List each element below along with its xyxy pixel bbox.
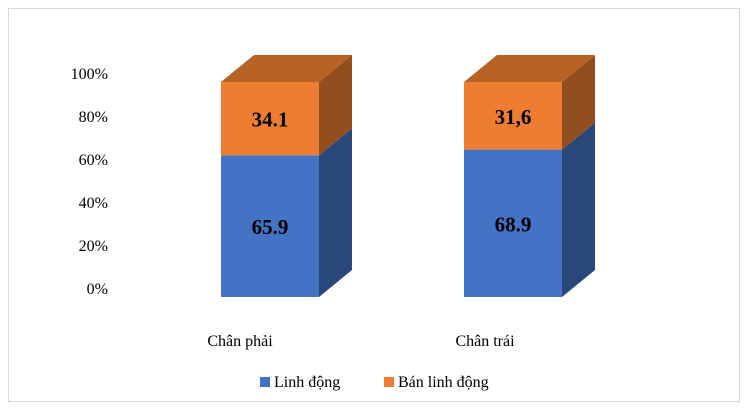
bar-front-face <box>221 155 319 297</box>
legend-swatch <box>260 377 270 387</box>
y-tick-label: 100% <box>71 66 108 83</box>
bar-segment: 31,6 <box>464 55 595 150</box>
y-tick-label: 60% <box>79 152 108 169</box>
bar-front-face <box>221 82 319 156</box>
legend-item: Bán linh động <box>384 374 489 391</box>
bar-segment: 34.1 <box>221 55 352 156</box>
bar-segment: 68.9 <box>464 122 595 297</box>
bar-side-face <box>319 128 352 297</box>
x-axis-categories: Chân phải Chân trái <box>207 333 515 350</box>
y-tick-label: 40% <box>79 195 108 212</box>
legend-label: Linh động <box>274 374 340 391</box>
legend-label: Bán linh động <box>398 374 489 391</box>
bar-side-face <box>562 55 595 150</box>
legend-item: Linh động <box>260 374 340 391</box>
bar-side-face <box>319 55 352 156</box>
legend-swatch <box>384 377 394 387</box>
data-label: 68.9 <box>495 212 532 236</box>
y-tick-label: 0% <box>87 281 108 298</box>
bar-front-face <box>464 149 562 297</box>
data-label: 34.1 <box>252 108 289 132</box>
category-label: Chân phải <box>207 333 273 350</box>
bar-side-face <box>562 122 595 297</box>
data-label: 31,6 <box>495 105 532 129</box>
bar-top-face <box>221 55 352 82</box>
category-label: Chân trái <box>455 333 515 350</box>
y-axis-ticks: 0% 20% 40% 60% 80% 100% <box>71 66 108 298</box>
bars: 65.9 34.1 68.9 31,6 <box>221 55 595 297</box>
y-tick-label: 20% <box>79 238 108 255</box>
bar-front-face <box>464 82 562 150</box>
legend: Linh động Bán linh động <box>260 374 489 391</box>
bar-top-face <box>464 55 595 82</box>
y-tick-label: 80% <box>79 109 108 126</box>
bar-segment: 65.9 <box>221 128 352 297</box>
data-label: 65.9 <box>252 215 289 239</box>
chart-frame <box>8 8 740 402</box>
